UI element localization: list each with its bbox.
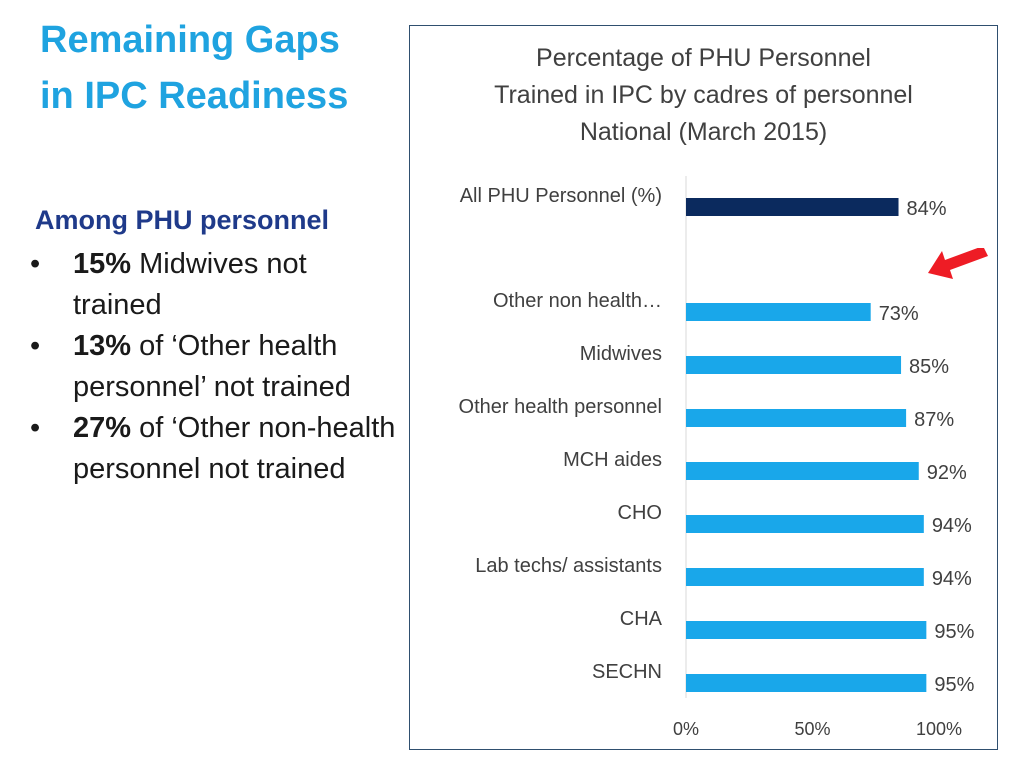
bar	[686, 409, 907, 427]
category-label: Lab techs/ assistants	[475, 555, 662, 577]
bullet-list: • 15% Midwives not trained • 13% of ‘Oth…	[30, 244, 400, 490]
slide-title-line2: in IPC Readiness	[40, 75, 349, 117]
bar	[686, 621, 927, 639]
x-tick-label: 50%	[794, 719, 830, 739]
data-label: 92%	[927, 462, 967, 484]
bullet-item: • 27% of ‘Other non-health personnel not…	[30, 408, 400, 490]
category-label: CHO	[618, 502, 662, 524]
data-label: 94%	[932, 568, 972, 590]
bar	[686, 356, 902, 374]
bar-chart-plot: All PHU Personnel (%) 84% Other non health…	[459, 176, 975, 739]
data-label: 84%	[907, 198, 947, 220]
category-label: Other health personnel	[459, 396, 662, 418]
bullet-value: 27%	[73, 412, 132, 444]
bullet-glyph: •	[30, 412, 41, 444]
bullet-text: of ‘Other non-health personnel not train…	[73, 412, 396, 485]
data-label: 73%	[879, 303, 919, 325]
data-label: 85%	[909, 356, 949, 378]
chart-title-line: Percentage of PHU Personnel	[536, 44, 871, 72]
data-label: 87%	[914, 409, 954, 431]
data-label: 95%	[934, 674, 974, 696]
chart-title-line: Trained in IPC by cadres of personnel	[494, 81, 913, 109]
red-arrow-icon	[928, 248, 988, 279]
bar	[686, 303, 871, 321]
category-label: Other non health…	[493, 290, 662, 312]
category-label: All PHU Personnel (%)	[460, 185, 662, 207]
category-label: CHA	[620, 608, 663, 630]
bullet-value: 13%	[73, 330, 132, 362]
bullet-text: of ‘Other health personnel’ not trained	[73, 330, 351, 403]
chart-title: Percentage of PHU Personnel Trained in I…	[410, 40, 997, 151]
x-tick-label: 100%	[916, 719, 962, 739]
category-label: MCH aides	[563, 449, 662, 471]
category-label: Midwives	[580, 343, 662, 365]
category-label: SECHN	[592, 661, 662, 683]
bullets-heading: Among PHU personnel	[35, 205, 330, 235]
x-tick-label: 0%	[673, 719, 699, 739]
data-label: 94%	[932, 515, 972, 537]
bar	[686, 462, 919, 480]
bullet-item: • 15% Midwives not trained	[30, 244, 400, 326]
slide-title: Remaining Gaps in IPC Readiness	[40, 12, 400, 124]
bullet-glyph: •	[30, 330, 41, 362]
bar	[686, 515, 924, 533]
bullet-glyph: •	[30, 248, 41, 280]
bullet-item: • 13% of ‘Other health personnel’ not tr…	[30, 326, 400, 408]
slide-title-line1: Remaining Gaps	[40, 19, 340, 61]
chart-title-line: National (March 2015)	[579, 118, 828, 146]
bar	[686, 568, 924, 586]
bar	[686, 198, 899, 216]
bullet-value: 15%	[73, 248, 132, 280]
chart-frame: Percentage of PHU Personnel Trained in I…	[409, 25, 998, 750]
data-label: 95%	[934, 621, 974, 643]
bar	[686, 674, 927, 692]
bullet-text: Midwives not trained	[73, 248, 307, 321]
